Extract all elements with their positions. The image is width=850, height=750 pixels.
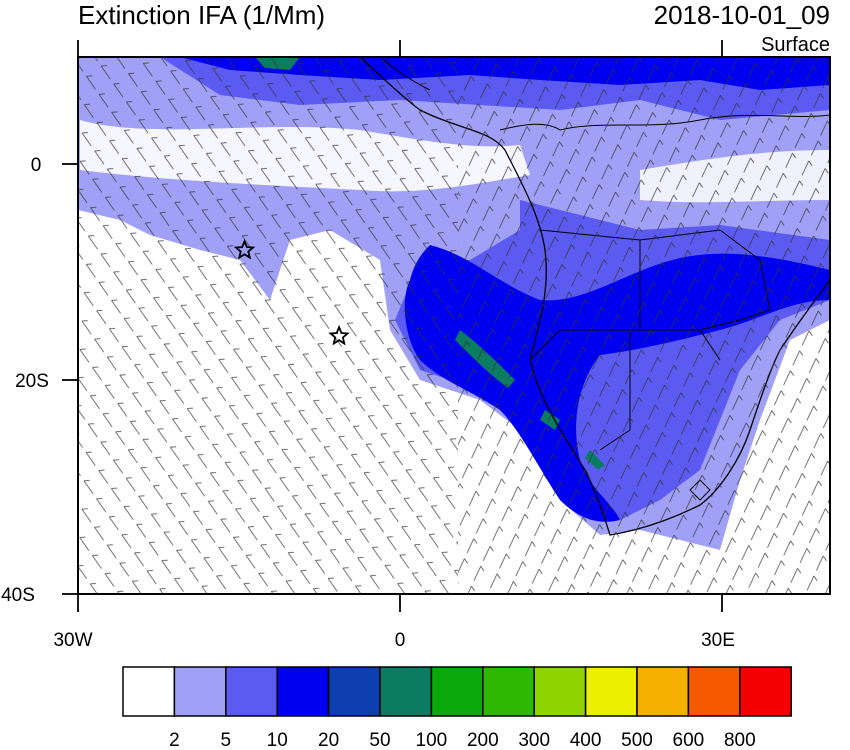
aerosol-field <box>78 57 830 594</box>
axis-ticks <box>62 40 723 612</box>
colorbar-swatch <box>533 666 587 717</box>
colorbar-swatch <box>739 666 792 717</box>
lon-label-30e: 30E <box>701 630 735 651</box>
colorbar-label: 600 <box>673 730 705 750</box>
station-star <box>233 238 256 260</box>
colorbar-swatch <box>687 666 741 717</box>
map-frame <box>77 56 831 595</box>
colorbar-label: 200 <box>467 730 499 750</box>
colorbar-swatch <box>482 666 535 717</box>
map-title: Extinction IFA (1/Mm) <box>78 0 326 30</box>
colorbar-swatch <box>122 666 176 717</box>
colorbar-label: 800 <box>724 730 756 750</box>
lat-label-0: 0 <box>31 155 42 176</box>
colorbar-label: 50 <box>369 730 390 750</box>
lon-label-30w: 30W <box>53 630 92 651</box>
timestamp: 2018-10-01_09 <box>653 0 830 30</box>
colorbar-swatch <box>636 666 690 717</box>
lat-label-20s: 20S <box>15 371 49 392</box>
colorbar-swatch <box>173 666 227 717</box>
colorbar-label: 500 <box>621 730 653 750</box>
colorbar-label: 400 <box>570 730 602 750</box>
lat-label-40s: 40S <box>1 585 35 606</box>
station-markers <box>233 238 350 346</box>
colorbar-label: 300 <box>518 730 550 750</box>
colorbar-label: 5 <box>221 730 232 750</box>
colorbar-swatch <box>327 666 381 717</box>
colorbar-label: 20 <box>318 730 339 750</box>
level-label: Surface <box>761 34 830 56</box>
colorbar-label: 10 <box>267 730 288 750</box>
colorbar <box>122 666 792 717</box>
colorbar-swatch <box>379 666 433 717</box>
colorbar-label: 100 <box>416 730 448 750</box>
lon-label-0: 0 <box>395 630 406 651</box>
colorbar-swatch <box>276 666 330 717</box>
colorbar-swatch <box>430 666 484 717</box>
station-star <box>328 324 350 346</box>
colorbar-swatch <box>225 666 278 717</box>
colorbar-labels: 2 5 10 20 50 100 200 300 400 500 600 800 <box>169 730 756 750</box>
colorbar-swatch <box>584 666 638 717</box>
colorbar-label: 2 <box>169 730 180 750</box>
